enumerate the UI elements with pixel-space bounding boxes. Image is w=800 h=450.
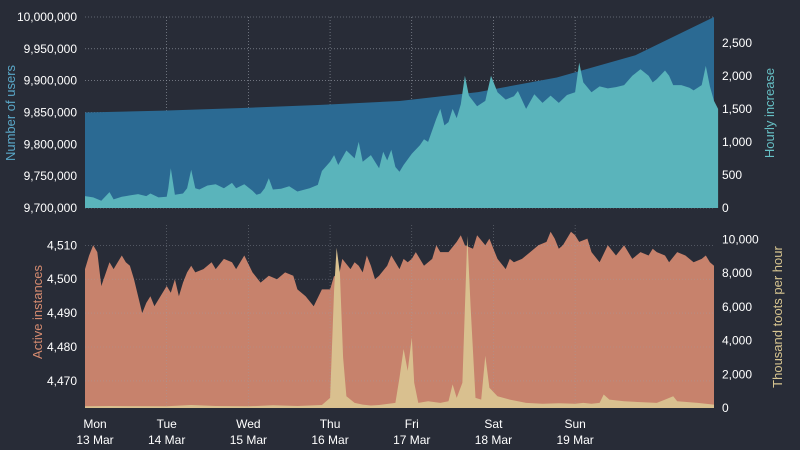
hourly-tick-label: 2,500 bbox=[722, 36, 752, 50]
users-tick-label: 9,750,000 bbox=[24, 169, 78, 183]
x-tick-day: Sat bbox=[484, 417, 503, 431]
instances-panel: 4,470 4,480 4,490 4,500 4,510 0 2,000 4,000 6,0… bbox=[30, 225, 785, 415]
x-tick-day: Mon bbox=[83, 417, 106, 431]
instances-tick-label: 4,490 bbox=[47, 306, 77, 320]
x-tick-day: Sun bbox=[564, 417, 585, 431]
x-tick-date: 13 Mar bbox=[76, 433, 113, 447]
instances-tick-label: 4,510 bbox=[47, 238, 77, 252]
x-tick-date: 16 Mar bbox=[311, 433, 348, 447]
toots-tick-label: 0 bbox=[722, 401, 729, 415]
hourly-y-ticks: 0 500 1,000 1,500 2,000 2,500 bbox=[722, 36, 752, 215]
active-instances-area bbox=[85, 231, 714, 408]
users-tick-label: 9,800,000 bbox=[24, 137, 78, 151]
instances-tick-label: 4,480 bbox=[47, 340, 77, 354]
hourly-axis-title: Hourly increase bbox=[762, 68, 777, 158]
toots-y-ticks: 0 2,000 4,000 6,000 8,000 10,000 bbox=[722, 232, 759, 415]
hourly-tick-label: 500 bbox=[722, 168, 742, 182]
x-tick-date: 18 Mar bbox=[475, 433, 512, 447]
instances-tick-label: 4,500 bbox=[47, 272, 77, 286]
users-tick-label: 9,950,000 bbox=[24, 42, 78, 56]
instances-tick-label: 4,470 bbox=[47, 374, 77, 388]
x-tick-date: 17 Mar bbox=[393, 433, 430, 447]
x-tick-date: 14 Mar bbox=[148, 433, 185, 447]
toots-tick-label: 4,000 bbox=[722, 334, 752, 348]
x-tick-date: 19 Mar bbox=[556, 433, 593, 447]
users-axis-title: Number of users bbox=[3, 64, 18, 161]
x-tick-day: Thu bbox=[320, 417, 341, 431]
hourly-tick-label: 2,000 bbox=[722, 69, 752, 83]
toots-tick-label: 6,000 bbox=[722, 300, 752, 314]
toots-tick-label: 8,000 bbox=[722, 266, 752, 280]
hourly-tick-label: 0 bbox=[722, 201, 729, 215]
x-tick-day: Fri bbox=[405, 417, 419, 431]
toots-tick-label: 10,000 bbox=[722, 232, 759, 246]
instances-y-ticks: 4,470 4,480 4,490 4,500 4,510 bbox=[47, 238, 77, 388]
instances-axis-title: Active instances bbox=[30, 265, 45, 359]
users-tick-label: 9,850,000 bbox=[24, 106, 78, 120]
hourly-tick-label: 1,500 bbox=[722, 102, 752, 116]
users-tick-label: 9,700,000 bbox=[24, 201, 78, 215]
x-tick-day: Wed bbox=[236, 417, 260, 431]
hourly-tick-label: 1,000 bbox=[722, 135, 752, 149]
users-y-ticks: 9,700,000 9,750,000 9,800,000 9,850,000 9,90… bbox=[17, 10, 77, 215]
x-tick-day: Tue bbox=[157, 417, 178, 431]
hourly-increase-area bbox=[85, 62, 719, 208]
users-panel: 9,700,000 9,750,000 9,800,000 9,850,000 9,90… bbox=[3, 10, 777, 215]
instances-panel-grid bbox=[85, 225, 714, 408]
toots-axis-title: Thousand toots per hour bbox=[770, 246, 785, 388]
toots-tick-label: 2,000 bbox=[722, 367, 752, 381]
users-tick-label: 10,000,000 bbox=[17, 10, 77, 24]
x-tick-date: 15 Mar bbox=[230, 433, 267, 447]
date-axis: Mon 13 Mar Tue 14 Mar Wed 15 Mar Thu 16 Mar Fri 1… bbox=[76, 417, 593, 447]
users-tick-label: 9,900,000 bbox=[24, 74, 78, 88]
